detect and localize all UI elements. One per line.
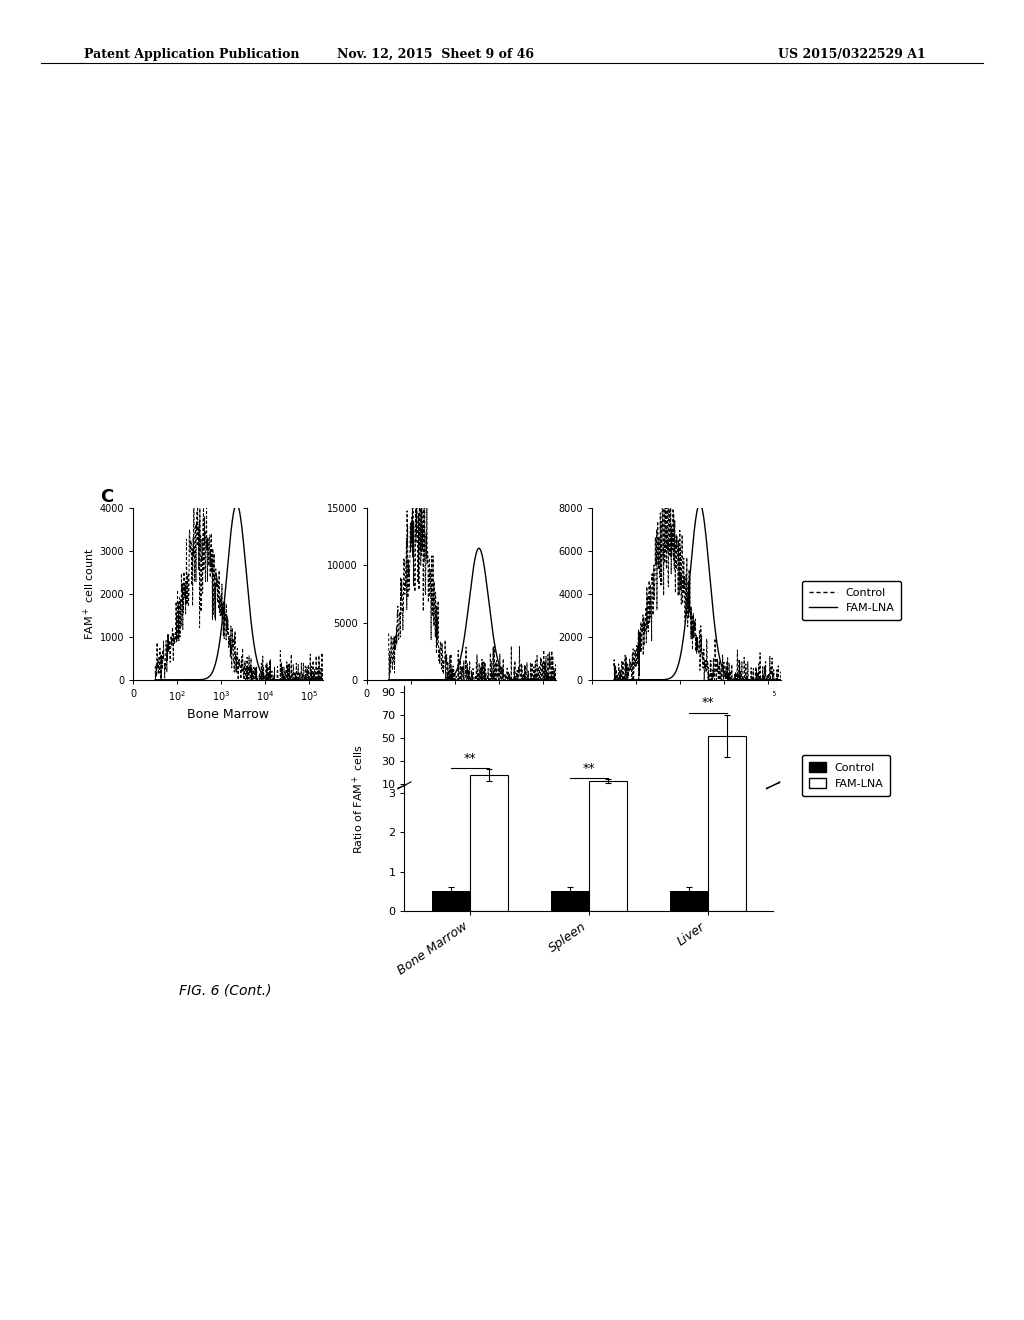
- Text: US 2015/0322529 A1: US 2015/0322529 A1: [778, 48, 926, 61]
- Bar: [589, 781, 627, 796]
- Bar: [470, 206, 508, 911]
- Bar: [470, 775, 508, 796]
- Bar: [708, 737, 745, 796]
- Bar: [670, 891, 708, 911]
- X-axis label: Spleen: Spleen: [440, 709, 482, 721]
- Text: **: **: [583, 762, 595, 775]
- Text: FIG. 6 (Cont.): FIG. 6 (Cont.): [179, 983, 271, 998]
- Bar: [589, 401, 627, 911]
- Y-axis label: FAM$^+$ cell count: FAM$^+$ cell count: [81, 548, 96, 640]
- Text: Patent Application Publication: Patent Application Publication: [84, 48, 299, 61]
- Legend: Control, FAM-LNA: Control, FAM-LNA: [802, 755, 890, 796]
- Bar: [551, 891, 589, 911]
- Bar: [432, 891, 470, 911]
- Legend: Control, FAM-LNA: Control, FAM-LNA: [802, 581, 901, 620]
- Text: C: C: [100, 488, 114, 507]
- Text: Ratio of FAM$^+$ cells: Ratio of FAM$^+$ cells: [351, 743, 366, 854]
- Text: **: **: [701, 696, 714, 709]
- Text: **: **: [464, 752, 476, 766]
- Bar: [708, 0, 745, 911]
- Text: Nov. 12, 2015  Sheet 9 of 46: Nov. 12, 2015 Sheet 9 of 46: [337, 48, 534, 61]
- X-axis label: Bone Marrow: Bone Marrow: [186, 709, 269, 721]
- X-axis label: Liver: Liver: [671, 709, 702, 721]
